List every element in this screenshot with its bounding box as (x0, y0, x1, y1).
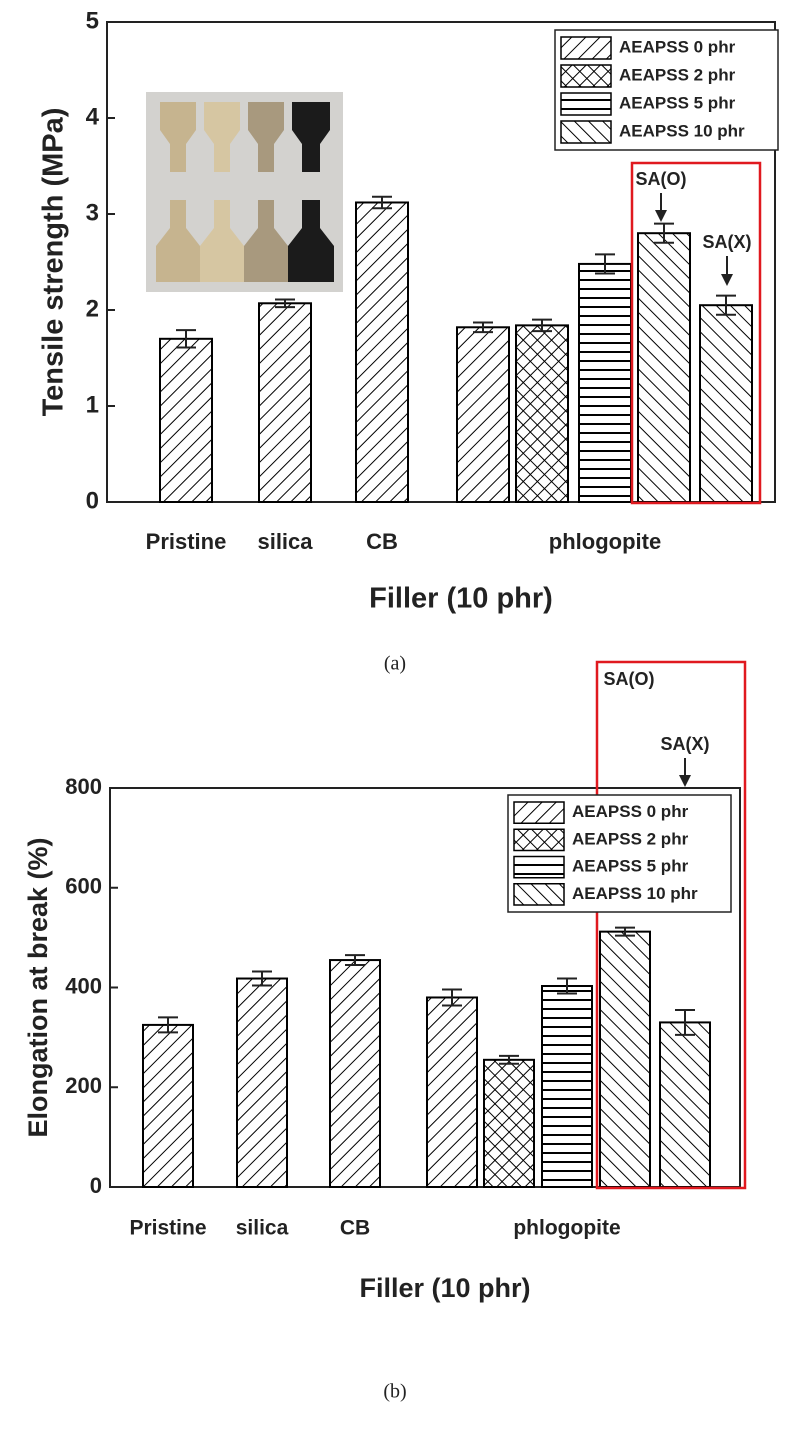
y-tick-label: 3 (86, 199, 99, 226)
highlight-box (630, 161, 762, 505)
y-tick-label: 4 (86, 103, 100, 130)
bar (236, 977, 288, 1189)
legend-swatch (513, 801, 565, 824)
legend-label: AEAPSS 0 phr (572, 802, 689, 821)
y-tick-label: 1 (86, 391, 99, 418)
highlight-box (595, 660, 747, 1190)
annotation-arrowhead (655, 210, 667, 222)
y-tick-label: 2 (86, 295, 99, 322)
y-axis-title: Elongation at break (%) (23, 837, 53, 1137)
x-tick-label: CB (340, 1217, 370, 1240)
x-tick-label: phlogopite (549, 529, 661, 554)
legend-swatch (560, 36, 612, 60)
legend-swatch (560, 120, 612, 144)
bar (329, 959, 381, 1188)
legend-label: AEAPSS 5 phr (572, 857, 689, 876)
legend-swatch (513, 883, 565, 906)
bar (159, 337, 213, 503)
bar (355, 201, 409, 503)
annotation-arrowhead (679, 775, 691, 787)
legend-label: AEAPSS 10 phr (572, 884, 698, 903)
bar (483, 1058, 535, 1188)
x-tick-label: silica (257, 529, 313, 554)
specimen-photo (146, 92, 343, 292)
x-tick-label: CB (366, 529, 398, 554)
annotation: SA(O) (636, 169, 687, 189)
bar (699, 304, 753, 504)
bar (578, 262, 632, 504)
legend-label: AEAPSS 0 phr (619, 37, 736, 56)
y-axis-title: Tensile strength (MPa) (38, 108, 70, 417)
plot-frame (106, 21, 776, 503)
x-tick-label: silica (236, 1217, 289, 1240)
legend-swatch (560, 64, 612, 88)
legend-label: AEAPSS 10 phr (619, 121, 745, 140)
bar (456, 326, 510, 503)
x-tick-label: Pristine (146, 529, 227, 554)
annotation: SA(X) (703, 232, 752, 252)
x-tick-label: Pristine (129, 1217, 206, 1240)
caption: (a) (384, 653, 406, 675)
annotation-arrowhead (721, 274, 733, 286)
x-tick-label: phlogopite (513, 1217, 620, 1240)
legend-label: AEAPSS 2 phr (619, 65, 736, 84)
y-tick-label: 0 (90, 1173, 102, 1198)
y-tick-label: 200 (65, 1073, 102, 1098)
annotation: SA(O) (604, 669, 655, 689)
legend-label: AEAPSS 5 phr (619, 93, 736, 112)
y-tick-label: 800 (65, 774, 102, 799)
y-tick-label: 600 (65, 874, 102, 899)
legend-label: AEAPSS 2 phr (572, 829, 689, 848)
bar (258, 302, 312, 503)
x-axis-title: Filler (10 phr) (359, 1273, 530, 1303)
bar (515, 324, 569, 503)
y-tick-label: 0 (86, 487, 99, 514)
annotation: SA(X) (661, 734, 710, 754)
caption: (b) (383, 1381, 406, 1403)
bar (659, 1021, 711, 1188)
bar (599, 930, 651, 1189)
legend-swatch (513, 855, 565, 879)
y-tick-label: 400 (65, 973, 102, 998)
legend-swatch (560, 92, 612, 116)
y-tick-label: 5 (86, 7, 99, 34)
x-axis-title: Filler (10 phr) (369, 583, 553, 615)
bar (426, 996, 478, 1188)
bar (541, 985, 593, 1188)
legend-swatch (513, 828, 565, 852)
bar (142, 1023, 194, 1188)
bar (637, 232, 691, 503)
